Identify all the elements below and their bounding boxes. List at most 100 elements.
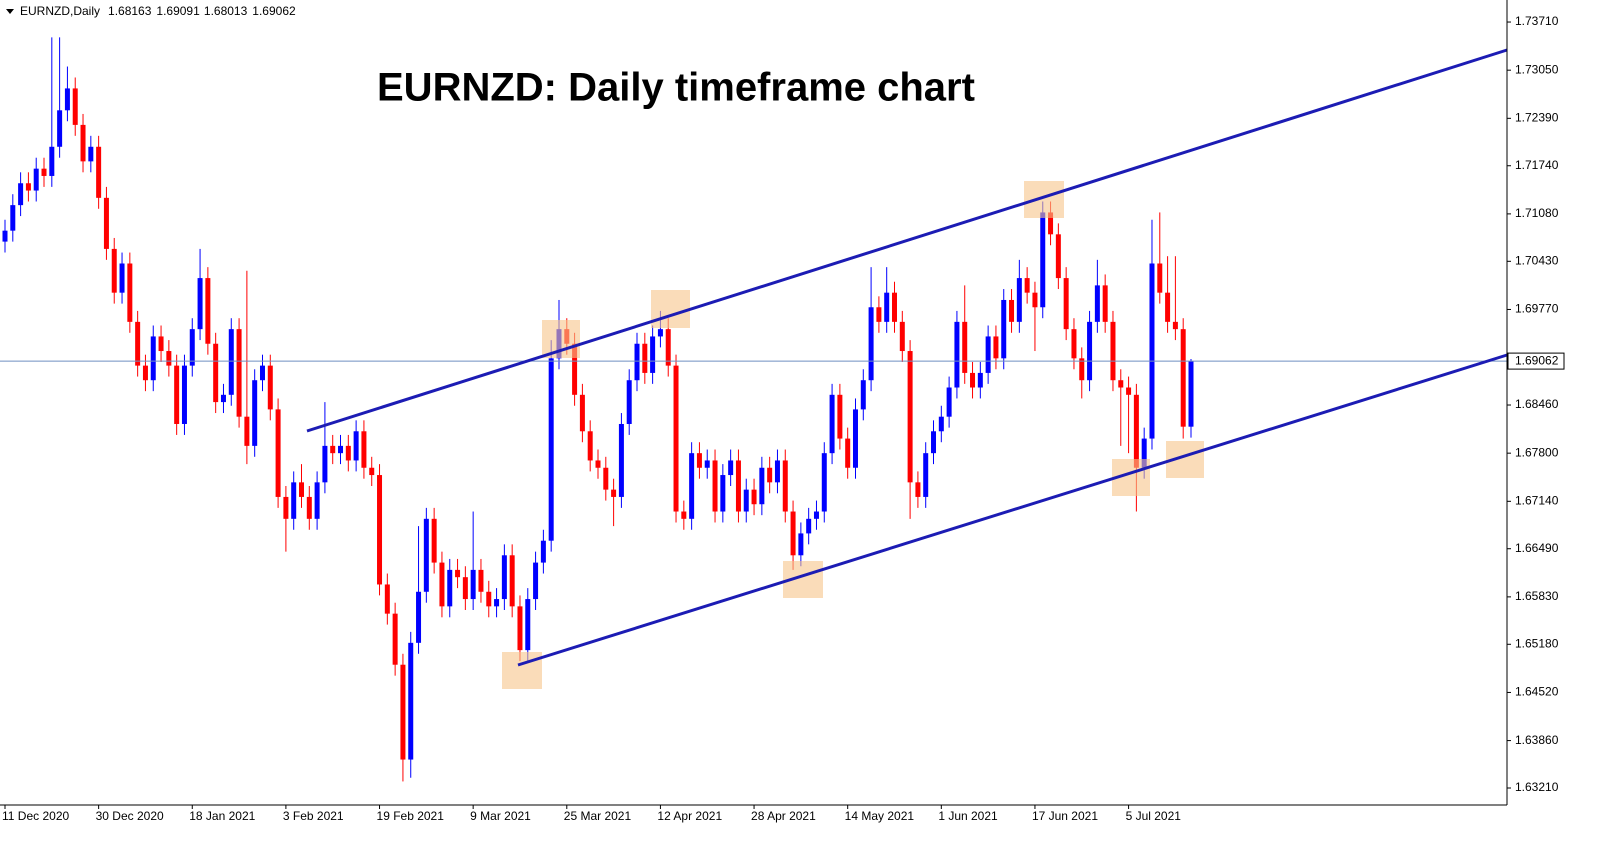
candle-body — [1180, 329, 1186, 427]
candle-body — [314, 482, 320, 519]
chart-title: EURNZD: Daily timeframe chart — [377, 66, 975, 110]
candle-body — [455, 569, 461, 578]
x-tick-label: 25 Mar 2021 — [564, 809, 632, 823]
candle-body — [1133, 394, 1139, 468]
candle-body — [704, 460, 710, 468]
candle-body — [18, 183, 24, 206]
candle-body — [821, 453, 827, 512]
candle-body — [1001, 299, 1007, 359]
candle-body — [150, 336, 156, 381]
candle-body — [10, 205, 16, 231]
candle-body — [774, 460, 780, 483]
x-tick-label: 17 Jun 2021 — [1032, 809, 1098, 823]
candle-body — [338, 445, 344, 454]
candle-body — [291, 482, 297, 519]
candle-body — [931, 431, 937, 454]
candle-body — [72, 88, 78, 125]
candle-body — [1102, 285, 1108, 322]
candle-body — [907, 351, 913, 483]
candle-body — [377, 475, 383, 585]
candle-body — [611, 489, 617, 497]
candle-body — [735, 460, 741, 512]
candle-body — [353, 431, 359, 461]
candle-body — [80, 124, 86, 162]
candle-body — [525, 599, 531, 651]
candle-body — [868, 307, 874, 381]
header-high: 1.69091 — [156, 4, 200, 18]
candle-body — [1087, 321, 1093, 381]
candle-body — [49, 146, 55, 176]
candle-body — [283, 496, 289, 519]
candle-body — [993, 336, 999, 359]
plot — [0, 37, 1507, 782]
candle-body — [236, 329, 242, 417]
candle-body — [197, 278, 203, 330]
candle-body — [1149, 263, 1155, 439]
candle-body — [1009, 299, 1015, 322]
candle-body — [1032, 292, 1038, 308]
candle-body — [1157, 263, 1163, 293]
candle-body — [892, 292, 897, 322]
candle-body — [798, 533, 804, 556]
y-tick-label: 1.66490 — [1515, 541, 1559, 555]
candle-body — [642, 343, 648, 373]
price-label: 1.69062 — [1515, 353, 1559, 367]
highlight-zone — [1024, 181, 1064, 218]
candle-body — [244, 416, 250, 446]
candle-body — [876, 307, 882, 322]
candle-body — [189, 329, 195, 366]
candle-body — [1040, 212, 1046, 308]
candle-body — [626, 380, 632, 424]
candle-body — [1141, 438, 1147, 468]
candle-body — [852, 409, 858, 468]
candle-body — [1165, 292, 1171, 322]
x-tick-label: 12 Apr 2021 — [657, 809, 722, 823]
candle-body — [166, 351, 172, 366]
candle-body — [158, 336, 164, 352]
y-tick-label: 1.68460 — [1515, 397, 1559, 411]
candle-body — [213, 343, 219, 403]
candle-body — [135, 321, 141, 366]
candle-body — [1048, 212, 1054, 235]
candle-body — [25, 183, 31, 191]
x-tick-label: 11 Dec 2020 — [2, 809, 69, 823]
candle-body — [954, 321, 960, 388]
candle-body — [103, 197, 109, 249]
y-tick-label: 1.65830 — [1515, 589, 1559, 603]
candle-body — [494, 599, 500, 607]
candle-body — [57, 110, 63, 147]
candle-body — [813, 511, 819, 519]
candle-body — [1094, 285, 1100, 322]
candle-body — [923, 453, 929, 497]
y-tick-label: 1.63210 — [1515, 780, 1559, 794]
candle-body — [650, 336, 656, 373]
candle-body — [111, 248, 117, 293]
header-close: 1.69062 — [252, 4, 296, 18]
candle-body — [431, 518, 437, 563]
candle-body — [2, 230, 8, 242]
candle-body — [884, 292, 890, 322]
candle-body — [533, 562, 539, 600]
x-tick-label: 18 Jan 2021 — [189, 809, 255, 823]
candle-body — [829, 394, 835, 454]
candle-body — [96, 146, 102, 198]
candle-body — [720, 475, 726, 512]
candle-body — [1188, 361, 1194, 427]
candle-body — [41, 168, 47, 176]
y-tick-label: 1.64520 — [1515, 685, 1559, 699]
candle-body — [88, 146, 94, 162]
candle-body — [1118, 380, 1124, 388]
candle-body — [634, 343, 640, 381]
candle-body — [759, 467, 765, 505]
candle-body — [665, 329, 671, 366]
candle-body — [743, 489, 749, 512]
candle-body — [470, 569, 476, 600]
x-tick-label: 30 Dec 2020 — [96, 809, 164, 823]
candle-body — [384, 584, 390, 614]
candle-body — [275, 409, 281, 497]
header-low: 1.68013 — [204, 4, 248, 18]
symbol: EURNZD,Daily — [20, 4, 100, 18]
candle-body — [205, 278, 211, 344]
candle-body — [64, 88, 70, 111]
candle-body — [946, 387, 952, 417]
